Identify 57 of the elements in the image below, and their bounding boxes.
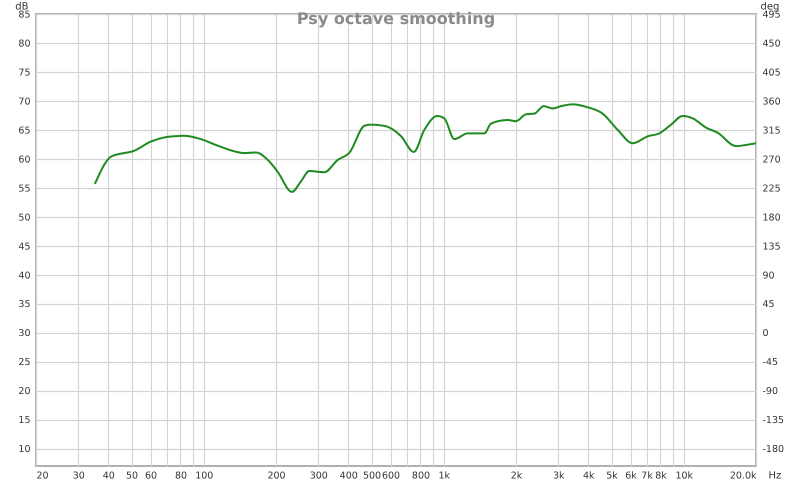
y2-tick-label: 495	[762, 10, 781, 20]
x-tick-label: 8k	[655, 470, 668, 482]
x-tick-label: 3k	[552, 470, 566, 482]
y2-tick-label: 0	[762, 328, 769, 340]
y-tick-label: 15	[18, 415, 30, 426]
x-tick-label: 300	[310, 470, 328, 482]
y2-tick-label: 45	[762, 299, 775, 310]
x-tick-label: 80	[174, 470, 188, 482]
x-tick-label: 30	[72, 470, 85, 482]
x-tick-label: 800	[412, 470, 430, 482]
y2-tick-label: 405	[762, 67, 781, 78]
y-tick-label: 65	[18, 125, 30, 136]
y2-tick-label: 360	[762, 96, 781, 108]
x-axis-title: Hz	[768, 470, 782, 482]
x-tick-label: 5k	[606, 470, 618, 482]
y-tick-label: 40	[18, 270, 30, 282]
y-tick-label: 80	[18, 38, 30, 50]
y-tick-label: 70	[18, 96, 30, 108]
y-tick-label: 60	[18, 154, 30, 166]
y-tick-label: 50	[18, 212, 30, 224]
y-tick-label: 35	[18, 299, 30, 310]
chart-title: Psy octave smoothing	[296, 9, 496, 28]
y2-tick-label: 225	[762, 183, 781, 194]
x-tick-label: 600	[382, 470, 400, 482]
x-tick-label: 400	[340, 470, 358, 482]
y-tick-label: 25	[18, 357, 30, 368]
x-tick-label: 20	[36, 470, 49, 482]
y2-tick-label: 315	[762, 125, 781, 136]
x-tick-label: 2k	[510, 470, 523, 482]
y-tick-label: 55	[18, 183, 30, 194]
x-tick-label: 1k	[438, 470, 451, 482]
x-tick-label: 200	[267, 470, 286, 482]
x-tick-label: 4k	[582, 470, 596, 482]
y-tick-label: 30	[18, 328, 30, 340]
y2-tick-label: 450	[762, 38, 781, 50]
y2-tick-label: 180	[762, 212, 781, 224]
y2-tick-label: 270	[762, 154, 781, 166]
y-tick-label: 75	[18, 67, 30, 78]
y-tick-label: 20	[18, 386, 30, 398]
y2-tick-label: 90	[762, 270, 775, 282]
y2-tick-label: -180	[762, 444, 784, 456]
x-tick-label: 60	[144, 470, 158, 482]
x-tick-label: 6k	[625, 470, 638, 482]
y2-tick-label: 135	[762, 241, 781, 252]
y-tick-label: 85	[18, 10, 30, 20]
y-tick-label: 45	[18, 241, 30, 252]
x-tick-label: 50	[126, 470, 138, 482]
y-tick-label: 10	[18, 444, 30, 456]
y2-tick-label: -90	[762, 386, 778, 398]
x-tick-label: 100	[195, 470, 214, 482]
x-tick-label: 500	[362, 470, 382, 482]
y2-tick-label: -45	[762, 357, 778, 368]
x-tick-label: 10k	[675, 470, 694, 482]
y2-tick-label: -135	[762, 415, 784, 426]
x-tick-label: 40	[102, 470, 115, 482]
x-tick-label: 20.0k	[730, 470, 757, 482]
x-tick-label: 7k	[641, 470, 654, 482]
